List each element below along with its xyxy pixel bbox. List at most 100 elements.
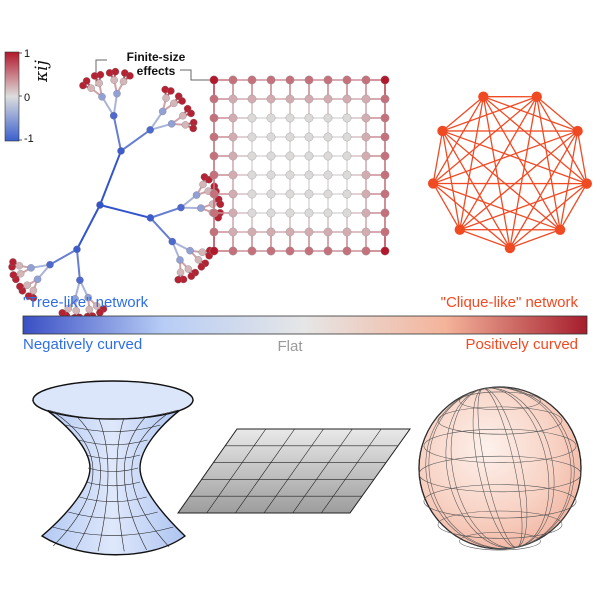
lattice-node (342, 189, 352, 199)
lattice-node (304, 151, 314, 161)
clique-node (437, 125, 448, 137)
lattice-network (209, 75, 390, 256)
tree-node (205, 251, 213, 260)
tree-node (187, 272, 196, 280)
lattice-node (228, 94, 238, 104)
tree-node (29, 286, 38, 295)
lattice-node (209, 75, 219, 85)
lattice-node (266, 170, 276, 180)
tree-node (126, 72, 134, 80)
clique-edge (432, 183, 461, 231)
clique-edge (536, 96, 579, 132)
clique-edge (536, 96, 561, 230)
lattice-node (342, 227, 352, 237)
lattice-node (304, 208, 314, 218)
plane-grid-line (235, 428, 295, 514)
lattice-node (247, 113, 257, 123)
lattice-node (323, 189, 333, 199)
lattice-node (361, 246, 371, 256)
lattice-node (266, 189, 276, 199)
clique-edge (432, 130, 444, 184)
tree-node (146, 214, 155, 222)
clique-edge (442, 130, 588, 185)
clique-edge (483, 96, 578, 132)
lattice-node (285, 227, 295, 237)
hyperboloid-grid-line (75, 416, 101, 550)
hyperboloid-grid-line (116, 418, 125, 552)
clique-edge (509, 130, 579, 249)
tree-node (197, 204, 205, 212)
lattice-node (361, 75, 371, 85)
lattice-node (380, 208, 390, 218)
lattice-node (247, 208, 257, 218)
clique-edge (459, 96, 538, 231)
tree-node (16, 282, 24, 291)
hyperboloid-grid-line (97, 418, 109, 552)
lattice-node (380, 227, 390, 237)
tree-node (181, 121, 190, 129)
lattice-node (228, 132, 238, 142)
colorbar-min-label: -1 (24, 133, 34, 145)
lattice-node (342, 170, 352, 180)
tree-node (98, 93, 106, 101)
tree-node (96, 201, 104, 209)
tree-node (168, 237, 177, 246)
tree-node (9, 271, 18, 279)
tree-node (85, 305, 94, 314)
lattice-node (342, 246, 352, 256)
clique-edge (536, 96, 588, 184)
tree-node (186, 246, 194, 255)
flat-label: Flat (277, 338, 303, 355)
clique-node (504, 242, 516, 254)
tree-node (194, 256, 203, 264)
lattice-node (342, 75, 352, 85)
tree-node (197, 263, 206, 271)
sphere-latitude (459, 391, 541, 411)
lattice-node (285, 132, 295, 142)
lattice-node (380, 94, 390, 104)
lattice-node (228, 151, 238, 161)
lattice-node (247, 132, 257, 142)
lattice-node (380, 75, 390, 85)
lattice-node (209, 170, 219, 180)
tree-node (178, 97, 186, 105)
lattice-node (266, 132, 276, 142)
clique-edge (576, 130, 588, 184)
lattice-node (228, 227, 238, 237)
tree-node (158, 107, 167, 116)
lattice-node (209, 246, 219, 256)
sphere-latitude (437, 510, 563, 539)
lattice-node (361, 132, 371, 142)
clique-edge (442, 96, 484, 132)
negatively-curved-label: Negatively curved (23, 336, 143, 353)
curvature-scale-bar (22, 315, 588, 335)
tree-node (72, 306, 80, 315)
hyperboloid-grid-line (131, 414, 170, 548)
hyperboloid-grid-line (65, 424, 161, 432)
tree-node (24, 292, 33, 300)
tree-edge (149, 217, 173, 243)
clique-edge (459, 229, 511, 249)
hyperboloid-grid-line (47, 409, 179, 420)
lattice-node (323, 170, 333, 180)
clique-edge (432, 96, 484, 184)
tree-node (192, 191, 201, 199)
clique-edge (509, 183, 588, 249)
lattice-node (304, 246, 314, 256)
tree-node (146, 126, 154, 134)
lattice-node (285, 208, 295, 218)
tree-edge (112, 115, 122, 152)
lattice-node (323, 208, 333, 218)
tree-like-label: "Tree-like" network (23, 294, 149, 311)
lattice-node (323, 132, 333, 142)
plane-grid-line (292, 428, 353, 514)
lattice-node (247, 246, 257, 256)
lattice-node (285, 113, 295, 123)
tree-node (96, 71, 105, 79)
clique-edge (432, 182, 561, 231)
lattice-node (247, 170, 257, 180)
tree-edge (150, 206, 182, 219)
lattice-node (285, 75, 295, 85)
tree-node (199, 180, 207, 189)
sphere-latitude (437, 406, 563, 435)
